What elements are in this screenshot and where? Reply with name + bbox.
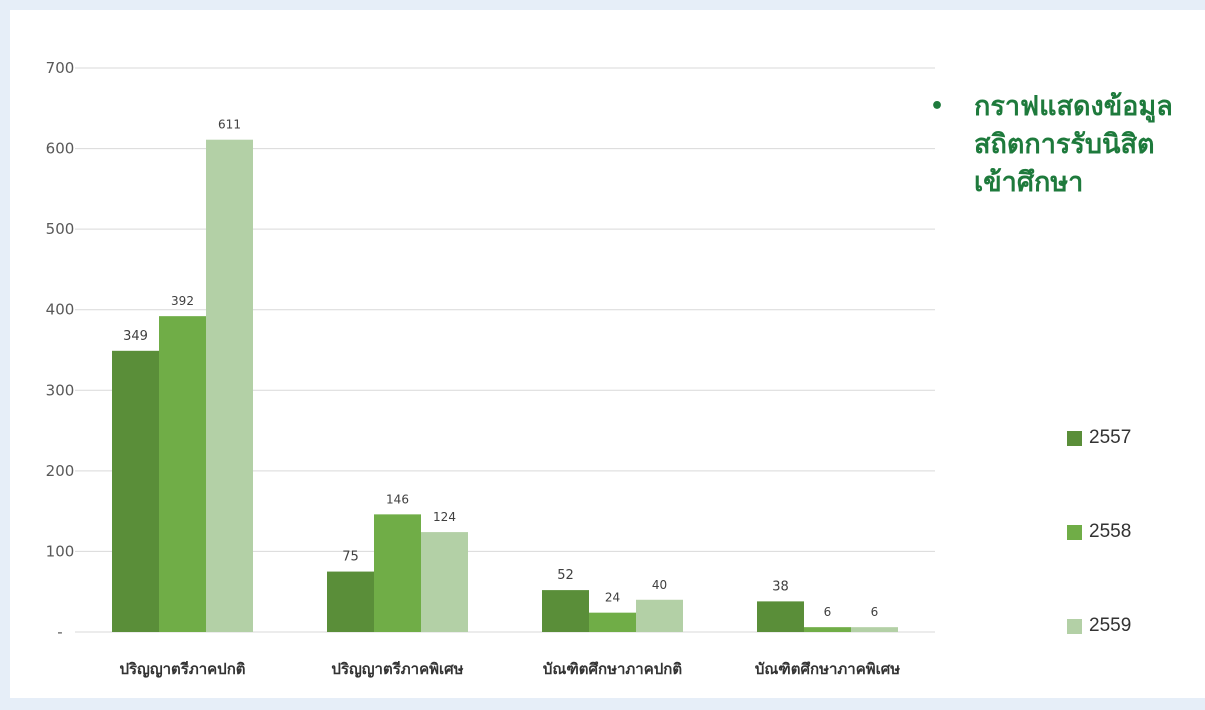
bar [159, 316, 206, 632]
data-label: 40 [652, 578, 667, 592]
y-tick-label: 500 [46, 220, 75, 238]
y-tick-label: 200 [46, 462, 75, 480]
legend-label: 2559 [1089, 615, 1132, 636]
bar [112, 350, 159, 632]
data-label: 6 [824, 605, 832, 619]
data-labels: 349 392 611 75 146 124 52 24 40 38 6 6 [123, 118, 878, 619]
bar [374, 514, 421, 632]
y-tick-label: 400 [46, 301, 75, 319]
bar-chart: - 100 200 300 400 500 600 700 349 392 611 75 146 124… [46, 59, 935, 678]
y-tick-label: 600 [46, 140, 75, 158]
data-label: 349 [123, 329, 148, 344]
legend-swatch [1067, 430, 1082, 446]
bar [804, 627, 851, 632]
category-label: ปริญญาตรีภาคปกติ [119, 660, 245, 678]
chart-title-line: กราฟแสดงข้อมูล [974, 91, 1173, 122]
y-tick-label: 100 [46, 542, 75, 560]
legend-item-2557: 2557 [1067, 427, 1132, 448]
slide: - 100 200 300 400 500 600 700 349 392 611 75 146 124… [10, 10, 1205, 698]
chart-title: • กราฟแสดงข้อมูล สถิตการรับนิสิต เข้าศึก… [930, 88, 1205, 202]
data-label: 146 [386, 492, 409, 506]
y-axis-tick-labels: - 100 200 300 400 500 600 700 [46, 59, 75, 641]
bar [851, 627, 898, 632]
data-label: 52 [557, 568, 574, 583]
y-tick-label: - [57, 623, 62, 641]
data-label: 611 [218, 118, 241, 132]
y-tick-label: 300 [46, 381, 75, 399]
data-label: 38 [772, 579, 789, 594]
legend: 2557 2558 2559 [1067, 427, 1132, 710]
legend-label: 2557 [1089, 427, 1132, 448]
bar [636, 599, 683, 632]
bars [112, 139, 898, 633]
legend-swatch [1067, 618, 1082, 634]
category-label: บัณฑิตศึกษาภาคปกติ [543, 660, 682, 678]
data-label: 392 [171, 294, 194, 308]
data-label: 124 [433, 510, 456, 524]
data-label: 75 [342, 550, 359, 565]
data-label: 24 [605, 591, 620, 605]
bar [589, 612, 636, 632]
y-tick-label: 700 [46, 59, 75, 77]
legend-swatch [1067, 524, 1082, 540]
category-label: บัณฑิตศึกษาภาคพิเศษ [755, 660, 900, 678]
bullet-icon: • [930, 94, 945, 119]
chart-title-line: สถิตการรับนิสิต [974, 129, 1155, 160]
data-label: 6 [871, 605, 879, 619]
chart-title-text: กราฟแสดงข้อมูล สถิตการรับนิสิต เข้าศึกษา [974, 88, 1202, 202]
legend-item-2559: 2559 [1067, 615, 1132, 636]
category-labels: ปริญญาตรีภาคปกติ ปริญญาตรีภาคพิเศษ บัณฑิตศ… [119, 660, 900, 678]
chart-title-line: เข้าศึกษา [974, 167, 1084, 198]
legend-item-2558: 2558 [1067, 521, 1132, 542]
bar [206, 139, 253, 633]
category-label: ปริญญาตรีภาคพิเศษ [331, 660, 463, 678]
bar [757, 601, 804, 632]
bar [421, 532, 468, 632]
bar [327, 571, 374, 632]
legend-label: 2558 [1089, 521, 1132, 542]
bar [542, 590, 589, 632]
